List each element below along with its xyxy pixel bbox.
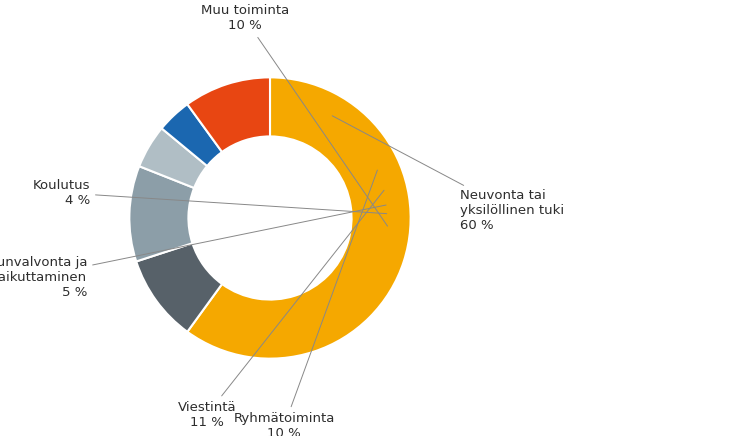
Text: Viestintä
11 %: Viestintä 11 %: [178, 190, 384, 429]
Wedge shape: [188, 77, 270, 152]
Wedge shape: [129, 166, 194, 262]
Wedge shape: [162, 104, 222, 166]
Text: Koulutus
4 %: Koulutus 4 %: [32, 179, 387, 214]
Text: Muu toiminta
10 %: Muu toiminta 10 %: [200, 4, 388, 226]
Wedge shape: [140, 128, 207, 188]
Text: Neuvonta tai
yksilöllinen tuki
60 %: Neuvonta tai yksilöllinen tuki 60 %: [332, 116, 564, 232]
Wedge shape: [136, 243, 222, 332]
Wedge shape: [188, 77, 411, 359]
Text: Edunvalvonta ja
vaikuttaminen
5 %: Edunvalvonta ja vaikuttaminen 5 %: [0, 205, 386, 299]
Text: Ryhmätoiminta
10 %: Ryhmätoiminta 10 %: [233, 170, 377, 436]
